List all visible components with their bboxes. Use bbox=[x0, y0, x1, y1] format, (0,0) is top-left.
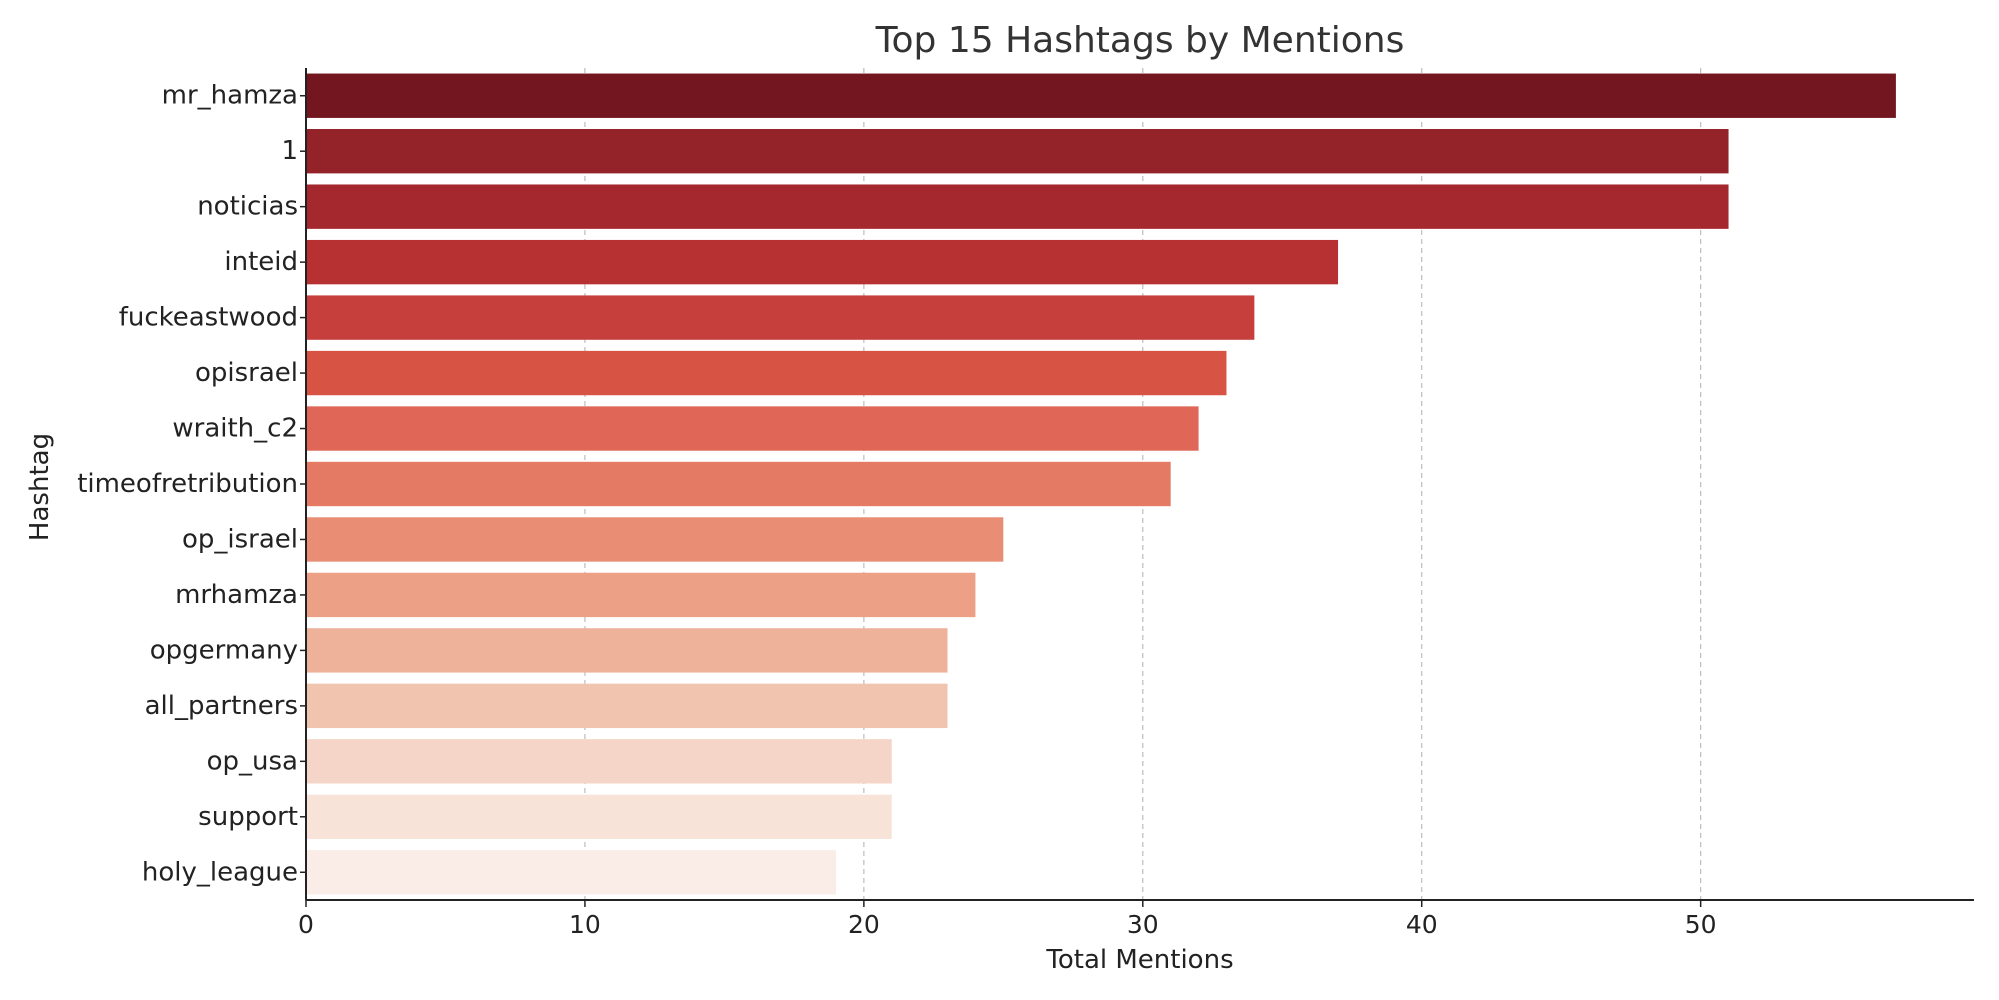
y-tick-label: holy_league bbox=[142, 857, 298, 887]
y-axis-label: Hashtag bbox=[25, 433, 55, 541]
bars bbox=[306, 73, 1896, 895]
x-axis-label: Total Mentions bbox=[1045, 945, 1233, 975]
bar-op_israel bbox=[306, 517, 1004, 562]
bar-mrhamza bbox=[306, 572, 976, 618]
y-tick-label: opgermany bbox=[150, 635, 298, 665]
chart-title: Top 15 Hashtags by Mentions bbox=[875, 20, 1405, 61]
bar-op_usa bbox=[306, 739, 892, 784]
x-tick-labels: 0 10 20 30 40 50 bbox=[298, 910, 1717, 939]
bar-opgermany bbox=[306, 628, 948, 673]
bar-support bbox=[306, 794, 892, 839]
x-tick-label: 50 bbox=[1685, 910, 1717, 939]
y-tick-label: wraith_c2 bbox=[172, 414, 298, 444]
bar-timeofretribution bbox=[306, 461, 1171, 507]
y-tick-label: timeofretribution bbox=[77, 469, 298, 499]
x-tick-label: 0 bbox=[298, 910, 314, 939]
y-category-labels: mr_hamza 1 noticias inteid fuckeastwood opisr… bbox=[77, 81, 298, 888]
bar-wraith_c2 bbox=[306, 406, 1199, 451]
y-tick-label: opisrael bbox=[195, 358, 298, 388]
x-tick-label: 30 bbox=[1127, 910, 1159, 939]
bar-fuckeastwood bbox=[306, 295, 1255, 340]
bar-mr_hamza bbox=[306, 73, 1896, 118]
x-tick-label: 10 bbox=[569, 910, 601, 939]
bar-holy_league bbox=[306, 850, 836, 895]
bar-1 bbox=[306, 129, 1729, 174]
y-tick-label: op_usa bbox=[207, 746, 298, 776]
y-tick-label: inteid bbox=[224, 247, 298, 277]
y-tick-label: all_partners bbox=[145, 691, 298, 721]
x-tick-label: 20 bbox=[848, 910, 880, 939]
bar-opisrael bbox=[306, 350, 1227, 396]
bar-all_partners bbox=[306, 683, 948, 729]
y-tick-label: noticias bbox=[197, 192, 298, 222]
axes bbox=[300, 68, 1974, 907]
y-tick-label: mr_hamza bbox=[162, 81, 298, 111]
x-tick-label: 40 bbox=[1406, 910, 1438, 939]
y-tick-label: mrhamza bbox=[175, 580, 298, 610]
y-tick-label: op_israel bbox=[182, 524, 298, 554]
y-tick-label: support bbox=[198, 802, 298, 832]
bar-noticias bbox=[306, 184, 1729, 229]
y-tick-label: 1 bbox=[281, 136, 298, 166]
bar-inteid bbox=[306, 239, 1339, 285]
y-tick-label: fuckeastwood bbox=[119, 303, 298, 333]
